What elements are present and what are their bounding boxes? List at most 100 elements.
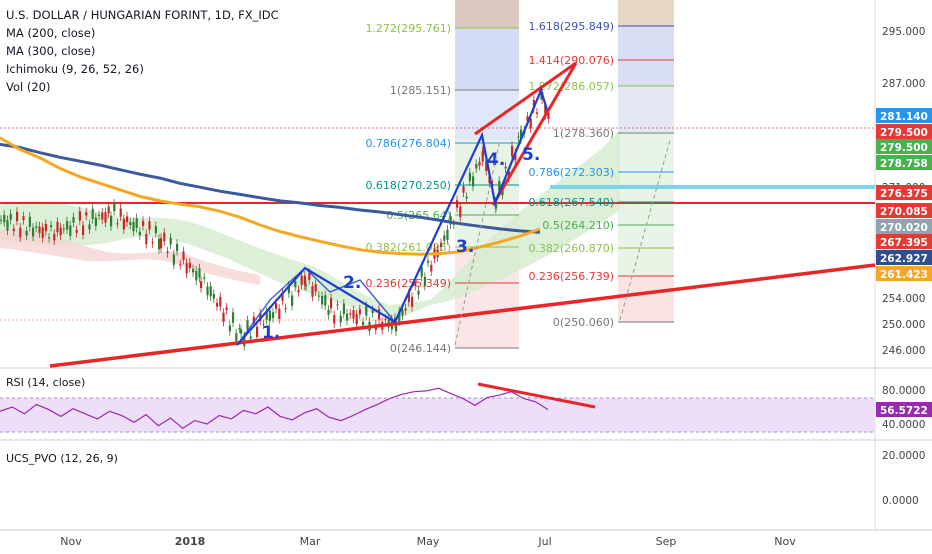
candle-body <box>398 311 401 322</box>
candle-body <box>462 186 465 193</box>
time-tick-label: Nov <box>60 535 82 548</box>
wedge-upper[interactable] <box>474 61 577 136</box>
candle-body <box>50 225 53 228</box>
candle-body <box>129 222 132 226</box>
candle-body <box>122 218 125 230</box>
rsi-current-label: 56.5722 <box>880 405 928 417</box>
candle-body <box>228 325 231 332</box>
rsi-divergence-line[interactable] <box>477 382 596 409</box>
candle-body <box>324 295 327 306</box>
candle-body <box>407 293 410 303</box>
ma200-line[interactable] <box>0 142 541 234</box>
candle-body <box>272 312 275 318</box>
candle-body <box>423 276 426 286</box>
rsi-line[interactable] <box>0 387 549 430</box>
time-axis-ticks: Nov 2018 Mar May Jul Sep Nov <box>60 535 796 548</box>
candle-body <box>411 296 414 307</box>
fib-zone-a-mid <box>455 90 519 140</box>
candle-body <box>6 220 9 231</box>
candle-body <box>495 202 498 207</box>
candle-body <box>232 312 235 323</box>
candle-body <box>321 296 324 305</box>
fib-b-label: 0.382(260.870) <box>528 242 614 255</box>
candle-body <box>249 336 252 339</box>
projection-line <box>619 139 671 321</box>
support-trendline[interactable] <box>49 263 876 368</box>
candle-body <box>459 206 462 218</box>
candle-body <box>203 277 206 279</box>
price-badge-label: 279.500 <box>880 142 928 154</box>
price-tick-label: 246.000 <box>882 345 925 357</box>
ma300-line[interactable] <box>0 136 541 256</box>
price-tick-label: 254.000 <box>882 293 925 305</box>
candle-body <box>336 304 339 306</box>
candle-body <box>275 303 278 309</box>
ichimoku-cloud <box>0 130 620 318</box>
candle-body <box>401 309 404 316</box>
fib-b-label: 1(278.360) <box>553 127 614 140</box>
candle-body <box>339 315 342 323</box>
candle-body <box>238 328 241 330</box>
candle-body <box>126 216 129 223</box>
candle-body <box>311 286 314 297</box>
candle-body <box>185 263 188 274</box>
price-badge <box>876 250 932 265</box>
candle-body <box>0 219 3 221</box>
candle-body <box>145 233 148 245</box>
legend-vol[interactable]: Vol (20) <box>6 80 51 94</box>
candle-body <box>3 214 6 223</box>
candle-body <box>443 235 446 241</box>
candle-body <box>222 312 225 322</box>
wave-label-1: 1. <box>262 323 280 343</box>
candle-body <box>327 309 330 315</box>
candle-body <box>265 311 268 320</box>
candle-body <box>192 269 195 273</box>
price-pane[interactable] <box>0 0 875 366</box>
legend-ichimoku[interactable]: Ichimoku (9, 26, 52, 26) <box>6 62 144 76</box>
candle-body <box>69 225 72 236</box>
candle-body <box>38 226 41 234</box>
wave-label-4: 4. <box>487 150 505 170</box>
fib-a-label: 0.618(270.250) <box>365 179 451 192</box>
rsi-pane-label[interactable]: RSI (14, close) <box>6 376 86 389</box>
time-tick-label: Nov <box>774 535 796 548</box>
candle-body <box>78 211 81 221</box>
fib-b-label: 0.236(256.739) <box>528 270 614 283</box>
pvo-pane-label[interactable]: UCS_PVO (12, 26, 9) <box>6 452 118 465</box>
candle-body <box>294 280 297 288</box>
candle-body <box>94 217 97 227</box>
candle-body <box>116 223 119 225</box>
legend-ma300[interactable]: MA (300, close) <box>6 44 96 58</box>
legend-ma200[interactable]: MA (200, close) <box>6 26 96 40</box>
chart-title: U.S. DOLLAR / HUNGARIAN FORINT, 1D, FX_I… <box>6 8 279 22</box>
price-badge <box>876 155 932 170</box>
fib-b-label: 1.618(295.849) <box>528 20 614 33</box>
wedge-lower[interactable] <box>491 62 578 206</box>
candle-body <box>256 326 259 338</box>
candle-body <box>9 213 12 220</box>
candle-body <box>536 112 539 114</box>
candle-body <box>291 295 294 306</box>
fib-zone-a-ext <box>455 28 519 90</box>
candle-body <box>98 214 101 216</box>
candle-body <box>88 224 91 230</box>
fib-a-label: 1(285.151) <box>390 84 451 97</box>
candle-body <box>85 212 88 216</box>
pvo-tick-label: 0.0000 <box>882 495 919 507</box>
candle-body <box>297 290 300 293</box>
candle-body <box>219 296 222 307</box>
candle-body <box>62 228 65 230</box>
candle-body <box>176 243 179 251</box>
candle-body <box>449 216 452 225</box>
candle-body <box>179 264 182 266</box>
candle-body <box>482 149 485 156</box>
candle-body <box>526 116 529 122</box>
candle-body <box>507 171 510 178</box>
candle-body <box>66 221 69 230</box>
candle-body <box>346 313 349 321</box>
candle-body <box>278 308 281 319</box>
candle-body <box>44 223 47 232</box>
time-tick-label: Jul <box>537 535 551 548</box>
